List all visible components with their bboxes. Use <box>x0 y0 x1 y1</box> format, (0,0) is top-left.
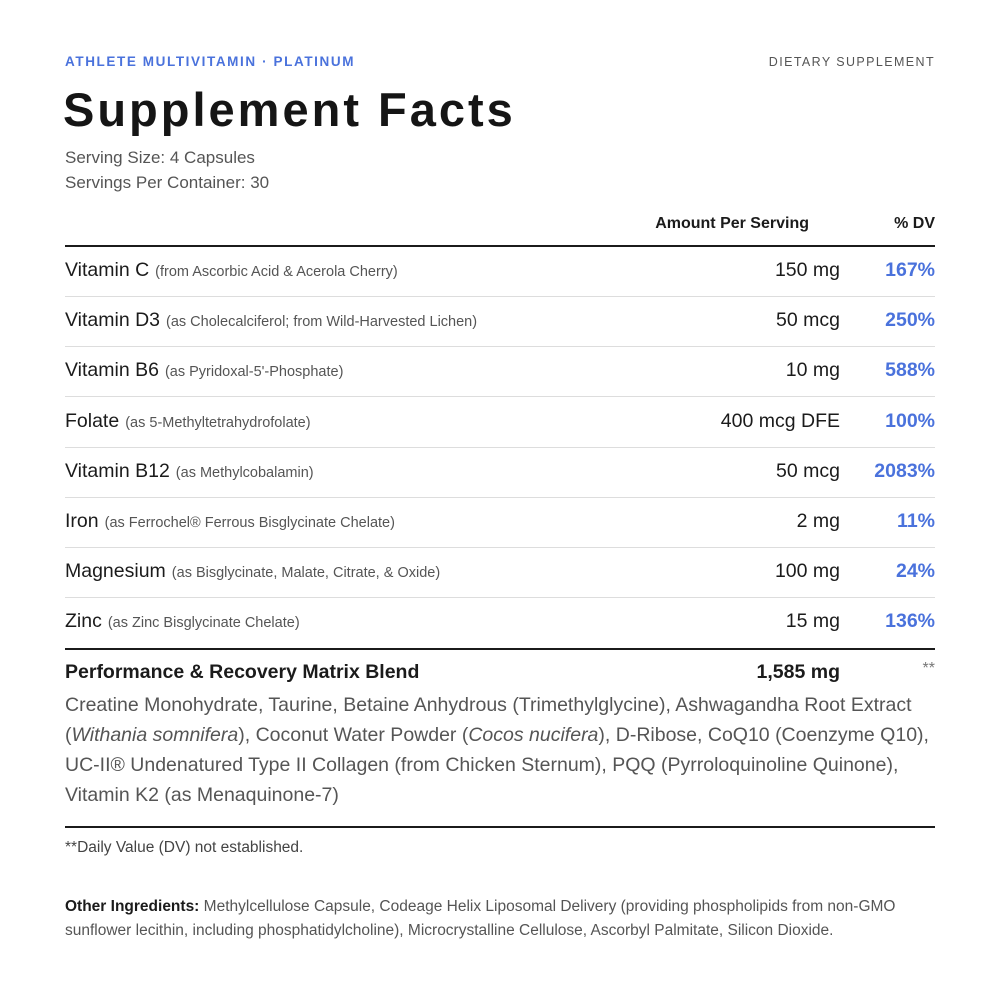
blend-ingredient: ), Coconut Water Powder ( <box>238 724 469 746</box>
daily-value: 24% <box>895 560 935 583</box>
blend-ingredient: ), D-Ribose, CoQ10 (Coenzyme Q10), UC-II… <box>65 724 929 806</box>
nutrient-source: (as Methylcobalamin) <box>175 464 314 481</box>
amount: 10 mg <box>785 359 840 382</box>
nutrient-row: Zinc (as Zinc Bisglycinate Chelate) 15 mg 1… <box>65 598 935 648</box>
amount: 2 mg <box>796 510 840 532</box>
blend-ingredient: Creatine Monohydrate, Taurine, Betaine A… <box>65 694 912 746</box>
amount: 100 mg <box>774 560 840 583</box>
daily-value: 250% <box>885 309 935 332</box>
nutrient-name: Magnesium <box>65 560 166 583</box>
nutrient-source: (as Cholecalciferol; from Wild-Harvested… <box>166 314 478 331</box>
nutrient-cell: Vitamin D3 (as Cholecalciferol; from Wild… <box>65 309 477 332</box>
nutrient-cell: Magnesium (as Bisglycinate, Malate, Citra… <box>65 560 440 583</box>
blend-dv: ** <box>922 660 935 677</box>
nutrient-name: Zinc <box>65 610 102 633</box>
daily-value: 588% <box>885 359 935 382</box>
daily-value: 136% <box>885 610 935 633</box>
nutrient-source: (as 5-Methyltetrahydrofolate) <box>125 414 311 431</box>
footnote: **Daily Value (DV) not established. <box>65 839 304 856</box>
amount: 150 mg <box>774 259 840 281</box>
nutrient-row: Vitamin B6 (as Pyridoxal-5'-Phosphate) 10 … <box>65 347 935 398</box>
nutrient-source: (from Ascorbic Acid & Acerola Cherry) <box>155 264 398 280</box>
product-type: DIETARY SUPPLEMENT <box>768 55 935 69</box>
daily-value: 11% <box>897 510 935 532</box>
daily-value: 100% <box>885 409 935 432</box>
nutrient-name: Iron <box>65 510 99 532</box>
amount: 15 mg <box>785 610 840 633</box>
nutrient-row: Vitamin C (from Ascorbic Acid & Acerola C… <box>65 247 935 297</box>
amount: 50 mcg <box>776 459 840 482</box>
nutrient-cell: Folate (as 5-Methyltetrahydrofolate) <box>65 410 311 433</box>
column-header: Amount Per Serving <box>655 215 809 232</box>
title: Supplement Facts <box>63 83 516 136</box>
nutrient-row: Vitamin D3 (as Cholecalciferol; from Wild… <box>65 297 935 348</box>
blend-name: Performance & Recovery Matrix Blend <box>65 661 420 683</box>
nutrient-source: (as Ferrochel® Ferrous Bisglycinate Chel… <box>104 515 395 531</box>
amount: 50 mcg <box>776 309 840 332</box>
nutrient-source: (as Bisglycinate, Malate, Citrate, & Oxi… <box>171 565 441 582</box>
column-header: % DV <box>894 215 935 232</box>
rule <box>65 245 935 247</box>
blend-description: Creatine Monohydrate, Taurine, Betaine A… <box>65 690 935 810</box>
amount: 400 mcg DFE <box>720 409 840 432</box>
rule <box>65 826 935 828</box>
daily-value: 167% <box>885 259 935 281</box>
nutrient-name: Vitamin B6 <box>65 359 159 382</box>
nutrient-cell: Vitamin B6 (as Pyridoxal-5'-Phosphate) <box>65 359 343 382</box>
nutrient-name: Vitamin C <box>65 259 150 281</box>
brand: ATHLETE MULTIVITAMIN · PLATINUM <box>65 54 356 69</box>
nutrient-cell: Vitamin C (from Ascorbic Acid & Acerola C… <box>65 259 398 282</box>
nutrient-source: (as Zinc Bisglycinate Chelate) <box>107 615 300 632</box>
other-ingredients: Other Ingredients: Methylcellulose Capsu… <box>65 895 935 943</box>
nutrient-name: Folate <box>65 409 120 432</box>
nutrient-name: Vitamin B12 <box>65 459 170 482</box>
serving-size: Serving Size: 4 Capsules <box>65 148 255 167</box>
nutrient-source: (as Pyridoxal-5'-Phosphate) <box>164 364 344 381</box>
daily-value: 2083% <box>874 459 935 482</box>
blend-ingredient: Cocos nucifera <box>468 724 599 746</box>
nutrient-row: Magnesium (as Bisglycinate, Malate, Citra… <box>65 548 935 599</box>
nutrient-row: Vitamin B12 (as Methylcobalamin) 50 mcg 208… <box>65 448 935 498</box>
nutrient-cell: Zinc (as Zinc Bisglycinate Chelate) <box>65 610 300 633</box>
other-text: Methylcellulose Capsule, Codeage Helix L… <box>65 898 896 939</box>
nutrient-name: Vitamin D3 <box>65 309 161 332</box>
nutrient-row: Folate (as 5-Methyltetrahydrofolate) 400 m… <box>65 398 935 448</box>
servings-per-container: Servings Per Container: 30 <box>65 173 270 192</box>
rule <box>65 648 935 650</box>
blend-ingredient: Withania somnifera <box>71 724 239 746</box>
other-label: Other Ingredients: <box>65 898 200 915</box>
nutrient-row: Iron (as Ferrochel® Ferrous Bisglycinate … <box>65 498 935 548</box>
nutrient-cell: Vitamin B12 (as Methylcobalamin) <box>65 460 314 483</box>
blend-amount: 1,585 mg <box>756 661 840 683</box>
nutrient-cell: Iron (as Ferrochel® Ferrous Bisglycinate … <box>65 510 395 533</box>
